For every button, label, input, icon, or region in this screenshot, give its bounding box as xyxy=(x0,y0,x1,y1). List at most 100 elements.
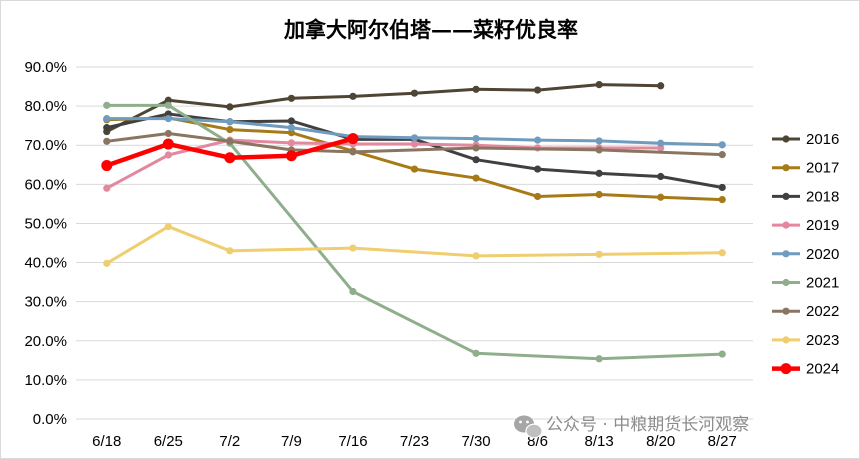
series-2024 xyxy=(101,133,359,172)
y-tick-label: 90.0% xyxy=(24,59,67,76)
legend-swatch-marker xyxy=(782,192,790,200)
data-point xyxy=(349,244,357,252)
data-point xyxy=(657,172,665,181)
data-point xyxy=(595,250,603,258)
data-point xyxy=(533,136,542,144)
data-point xyxy=(718,183,726,192)
data-point xyxy=(410,89,419,97)
data-point xyxy=(472,156,480,164)
y-tick-label: 10.0% xyxy=(24,372,67,389)
data-point xyxy=(287,129,296,137)
legend-item: 2022 xyxy=(772,303,839,320)
data-point xyxy=(595,146,603,154)
data-point xyxy=(164,101,172,109)
data-point xyxy=(349,92,357,100)
x-tick-label: 7/16 xyxy=(338,433,367,450)
data-point xyxy=(103,137,111,145)
data-point xyxy=(410,134,419,142)
data-point xyxy=(103,184,111,192)
legend-item: 2019 xyxy=(772,217,839,234)
legend-swatch-marker xyxy=(782,135,790,143)
y-tick-label: 60.0% xyxy=(24,176,67,193)
data-point xyxy=(349,287,357,296)
data-point xyxy=(472,144,480,152)
data-point xyxy=(103,101,111,109)
data-point xyxy=(718,249,726,257)
y-tick-label: 80.0% xyxy=(24,98,67,115)
data-point xyxy=(595,169,603,177)
y-tick-label: 70.0% xyxy=(24,137,67,154)
data-point xyxy=(718,151,726,159)
data-point xyxy=(103,115,111,123)
series-line xyxy=(106,83,661,133)
legend-item: 2016 xyxy=(772,131,839,148)
legend-swatch-marker xyxy=(782,250,790,258)
data-point xyxy=(718,350,726,358)
data-point xyxy=(287,124,296,132)
legend-label: 2016 xyxy=(806,131,839,148)
x-tick-label: 7/9 xyxy=(281,433,302,450)
legend-label: 2021 xyxy=(806,275,839,292)
y-tick-label: 40.0% xyxy=(24,255,67,272)
x-tick-label: 8/13 xyxy=(585,433,614,450)
data-point xyxy=(472,252,480,260)
data-point xyxy=(533,86,542,94)
x-tick-label: 6/25 xyxy=(154,433,183,450)
series-2016 xyxy=(103,81,665,136)
legend-label: 2017 xyxy=(806,160,839,177)
series-2022 xyxy=(103,129,726,159)
legend-item: 2024 xyxy=(772,361,839,378)
data-point xyxy=(103,124,111,132)
data-point xyxy=(718,141,726,149)
data-point xyxy=(349,148,357,156)
x-tick-label: 6/18 xyxy=(92,433,121,450)
data-point xyxy=(164,115,172,123)
data-point xyxy=(595,81,603,89)
data-point xyxy=(224,152,236,164)
data-point xyxy=(226,125,234,134)
y-tick-label: 50.0% xyxy=(24,215,67,232)
y-tick-label: 20.0% xyxy=(24,333,67,350)
data-point xyxy=(410,140,419,148)
y-tick-label: 0.0% xyxy=(33,411,67,428)
data-point xyxy=(101,160,113,172)
legend-label: 2019 xyxy=(806,217,839,234)
legend-item: 2023 xyxy=(772,332,839,349)
series-line xyxy=(106,116,723,202)
series-line xyxy=(106,225,723,265)
data-point xyxy=(472,85,480,93)
wechat-icon xyxy=(514,415,543,439)
legend-item: 2018 xyxy=(772,188,839,205)
x-tick-label: 8/27 xyxy=(708,433,737,450)
x-tick-label: 7/2 xyxy=(219,433,240,450)
legend-label: 2024 xyxy=(806,361,839,378)
data-point xyxy=(226,137,234,145)
data-point xyxy=(595,190,603,199)
y-tick-label: 30.0% xyxy=(24,294,67,311)
series-line xyxy=(106,131,723,157)
data-point xyxy=(595,137,603,145)
x-tick-label: 8/20 xyxy=(646,433,675,450)
legend-item: 2017 xyxy=(772,160,839,177)
legend-swatch-marker xyxy=(782,307,790,315)
data-point xyxy=(472,349,480,357)
series-2023 xyxy=(103,222,726,267)
series-2021 xyxy=(103,101,726,363)
data-point xyxy=(164,222,172,231)
data-point xyxy=(164,129,172,138)
gridlines xyxy=(76,66,753,420)
data-point xyxy=(164,96,172,104)
data-point xyxy=(226,118,234,126)
data-point xyxy=(162,138,174,150)
data-point xyxy=(410,165,419,173)
legend-label: 2023 xyxy=(806,332,839,349)
legend-swatch-marker xyxy=(782,221,790,229)
legend-swatch-marker xyxy=(782,336,790,344)
watermark-text: 公众号 · 中粮期货长河观察 xyxy=(546,415,749,435)
data-point xyxy=(103,259,111,267)
legend-swatch-marker xyxy=(782,278,790,287)
data-point xyxy=(657,193,665,201)
data-point xyxy=(718,195,726,204)
